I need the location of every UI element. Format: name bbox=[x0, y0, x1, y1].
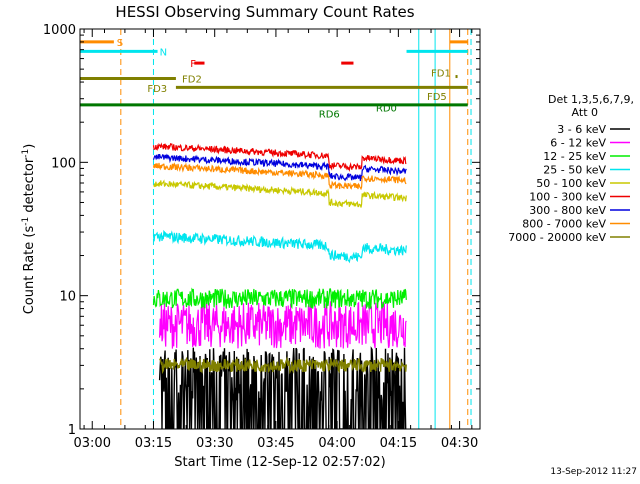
x-tick-label-2: 03:30 bbox=[196, 436, 233, 451]
series-line-0 bbox=[158, 346, 407, 429]
flag-label-3: FD1 bbox=[431, 69, 451, 80]
y-tick-label-3: 1000 bbox=[43, 23, 76, 38]
legend-label-8: 7000 - 20000 keV bbox=[508, 231, 606, 244]
series-line-1 bbox=[159, 300, 407, 349]
y-tick-label-1: 10 bbox=[59, 290, 76, 305]
series-line-4 bbox=[153, 179, 407, 208]
legend-label-0: 3 - 6 keV bbox=[557, 123, 606, 136]
x-tick-label-1: 03:15 bbox=[135, 436, 172, 451]
legend-label-5: 100 - 300 keV bbox=[529, 191, 606, 204]
legend-header-1: Det 1,3,5,6,7,9, bbox=[548, 93, 634, 106]
flag-label-5: FD3 bbox=[147, 84, 167, 95]
x-tick-label-4: 04:00 bbox=[318, 436, 355, 451]
y-tick-label-0: 1 bbox=[68, 423, 76, 438]
series-line-2 bbox=[152, 287, 407, 310]
plot-area: S N F FD1 FD2 FD3 FD5 RD6 RD0 bbox=[80, 29, 472, 429]
axes: 1 10 100 1000 03:00 03:15 03:30 03:45 04:00 04:15… bbox=[43, 23, 480, 451]
x-tick-label-0: 03:00 bbox=[74, 436, 111, 451]
y-axis-label: Count Rate (s-1 detector-1) bbox=[21, 144, 37, 315]
y-tick-label-2: 100 bbox=[51, 156, 76, 171]
legend-label-1: 6 - 12 keV bbox=[550, 137, 606, 150]
flag-label-0: S bbox=[117, 38, 123, 49]
flag-label-4: FD2 bbox=[182, 75, 202, 86]
series-line-8 bbox=[159, 356, 407, 375]
legend-label-6: 300 - 800 keV bbox=[529, 204, 606, 217]
flag-label-1: N bbox=[160, 47, 167, 58]
x-tick-label-6: 04:30 bbox=[441, 436, 478, 451]
flag-label-7: RD6 bbox=[319, 110, 340, 121]
chart-title: HESSI Observing Summary Count Rates bbox=[115, 3, 414, 21]
legend-label-2: 12 - 25 keV bbox=[543, 150, 606, 163]
legend-header-2: Att 0 bbox=[572, 106, 598, 119]
plot-frame bbox=[79, 28, 481, 430]
x-axis-label: Start Time (12-Sep-12 02:57:02) bbox=[174, 455, 385, 470]
legend-label-3: 25 - 50 keV bbox=[543, 164, 606, 177]
flag-label-2: F bbox=[190, 59, 196, 70]
series-line-7 bbox=[152, 162, 407, 191]
series-line-3 bbox=[152, 229, 407, 264]
flag-label-8: RD0 bbox=[376, 103, 397, 114]
series-line-6 bbox=[152, 153, 407, 182]
series-line-5 bbox=[152, 142, 407, 173]
x-tick-label-5: 04:15 bbox=[380, 436, 417, 451]
plot-timestamp: 13-Sep-2012 11:27 bbox=[550, 467, 637, 477]
x-tick-label-3: 03:45 bbox=[257, 436, 294, 451]
flag-label-6: FD5 bbox=[427, 92, 447, 103]
legend-label-7: 800 - 7000 keV bbox=[522, 218, 606, 231]
legend-label-4: 50 - 100 keV bbox=[536, 177, 606, 190]
